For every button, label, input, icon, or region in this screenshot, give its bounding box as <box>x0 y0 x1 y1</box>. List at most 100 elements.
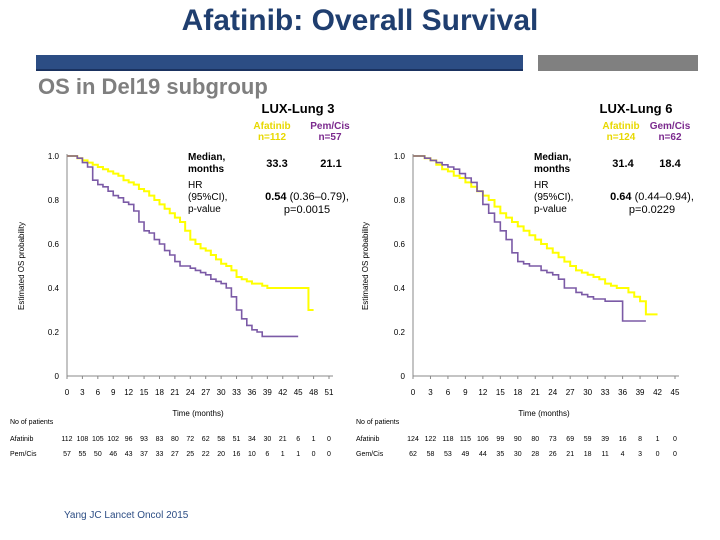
chart2-legend-n-1: n=124 <box>607 132 636 143</box>
chart2-x-tick-label: 36 <box>618 388 627 397</box>
chart1-x-tick-label: 36 <box>247 388 256 397</box>
chart1-x-tick-label: 45 <box>294 388 303 397</box>
chart1-legend-arm-2: Pem/Cis <box>310 121 350 132</box>
chart2-at-risk-value: 18 <box>584 451 592 458</box>
chart2-at-risk-label-1: Afatinib <box>356 436 379 443</box>
chart2-at-risk-value: 106 <box>477 436 489 443</box>
chart2-x-tick-label: 45 <box>671 388 680 397</box>
chart2-x-tick-label: 18 <box>513 388 522 397</box>
chart2-at-risk-value: 3 <box>638 451 642 458</box>
chart1-at-risk-value: 21 <box>279 436 287 443</box>
chart2-x-tick-label: 42 <box>653 388 662 397</box>
chart2-at-risk-value: 80 <box>531 436 539 443</box>
chart1-y-tick-label: 0 <box>55 372 60 381</box>
chart1-at-risk-value: 6 <box>265 451 269 458</box>
chart1-at-risk-value: 105 <box>92 436 104 443</box>
chart2-at-risk-value: 21 <box>566 451 574 458</box>
chart2-at-risk-value: 26 <box>549 451 557 458</box>
chart1-x-tick-label: 9 <box>111 388 116 397</box>
chart1-median-label-2: months <box>188 164 225 175</box>
chart2-at-risk-value: 99 <box>496 436 504 443</box>
chart2-y-tick-label: 0.8 <box>394 196 406 205</box>
chart2-series-comparator-line <box>413 155 646 322</box>
chart1-at-risk-value: 27 <box>171 451 179 458</box>
chart2-hr-ci: (0.44–0.94), <box>632 191 694 203</box>
chart2-at-risk-value: 49 <box>462 451 470 458</box>
chart1-y-tick-label: 0.2 <box>48 328 60 337</box>
chart1-at-risk-value: 72 <box>186 436 194 443</box>
chart2-y-tick-label: 0.4 <box>394 284 406 293</box>
chart1-x-tick-label: 30 <box>217 388 226 397</box>
chart1-at-risk-value: 10 <box>248 451 256 458</box>
chart1-hr-value: 0.54 (0.36–0.79), <box>265 191 349 203</box>
chart1-at-risk-value: 0 <box>312 451 316 458</box>
chart2-x-axis-label: Time (months) <box>518 409 570 418</box>
chart2-legend-arm-2: Gem/Cis <box>650 121 691 132</box>
chart2-x-tick-label: 12 <box>478 388 487 397</box>
chart2-at-risk-value: 30 <box>514 451 522 458</box>
chart1-series-comparator-line <box>67 155 299 338</box>
chart1-at-risk-value: 37 <box>140 451 148 458</box>
chart1-at-risk-value: 102 <box>107 436 119 443</box>
slide-subtitle: OS in Del19 subgroup <box>38 74 268 99</box>
chart2-y-tick-label: 0.6 <box>394 240 406 249</box>
chart2-hr-label-1: HR <box>534 180 548 191</box>
chart1-hr-label-1: HR <box>188 180 202 191</box>
chart1-at-risk-value: 93 <box>140 436 148 443</box>
chart1-x-tick-label: 27 <box>201 388 210 397</box>
chart1-at-risk-value: 1 <box>281 451 285 458</box>
citation: Yang JC Lancet Oncol 2015 <box>64 510 189 521</box>
chart1-p-value: p=0.0015 <box>284 204 330 216</box>
chart2-at-risk-value: 115 <box>460 436 471 443</box>
chart1-hr-label-3: p-value <box>188 204 221 215</box>
chart1-median-afatinib: 33.3 <box>266 158 287 170</box>
chart1-at-risk-value: 0 <box>327 436 331 443</box>
chart1-at-risk-label-2: Pem/Cis <box>10 451 37 458</box>
chart1-series-afatinib-line <box>67 155 314 311</box>
chart1-median-comparator: 21.1 <box>320 158 341 170</box>
chart2-x-tick-label: 9 <box>463 388 468 397</box>
chart2-at-risk-value: 62 <box>409 451 417 458</box>
chart1-hr-ci: (0.36–0.79), <box>287 191 349 203</box>
chart2-y-axis-label: Estimated OS probability <box>361 222 370 310</box>
chart2-x-tick-label: 15 <box>496 388 505 397</box>
chart1-at-risk-value: 62 <box>202 436 210 443</box>
chart2-p-value: p=0.0229 <box>629 204 675 216</box>
chart2-hr-value: 0.64 (0.44–0.94), <box>610 191 694 203</box>
chart1-at-risk-header: No of patients <box>10 419 54 426</box>
chart2-y-tick-label: 0.2 <box>394 328 406 337</box>
chart1-at-risk-value: 22 <box>202 451 210 458</box>
chart1-x-tick-label: 48 <box>309 388 318 397</box>
chart2-x-tick-label: 24 <box>548 388 557 397</box>
chart1-at-risk-value: 108 <box>77 436 89 443</box>
slide-title: Afatinib: Overall Survival <box>181 4 539 37</box>
chart1-at-risk-value: 51 <box>233 436 241 443</box>
chart2-x-tick-label: 39 <box>636 388 645 397</box>
chart2-legend-arm-1: Afatinib <box>602 121 639 132</box>
chart1-hr-estimate: 0.54 <box>265 191 287 203</box>
chart1-at-risk-value: 0 <box>327 451 331 458</box>
chart2-at-risk-value: 0 <box>656 451 660 458</box>
chart2-median-label: Median, <box>534 152 571 163</box>
chart2-x-tick-label: 21 <box>531 388 540 397</box>
chart2-x-tick-label: 3 <box>428 388 433 397</box>
chart2-at-risk-label-2: Gem/Cis <box>356 451 384 458</box>
chart2-at-risk-value: 35 <box>496 451 504 458</box>
chart2-median-label-2: months <box>534 164 571 175</box>
chart1-x-tick-label: 42 <box>278 388 287 397</box>
chart1-at-risk-value: 20 <box>217 451 225 458</box>
chart1-at-risk-value: 83 <box>156 436 164 443</box>
chart1-y-tick-label: 1.0 <box>48 152 60 161</box>
chart2-at-risk-value: 53 <box>444 451 452 458</box>
chart2-at-risk-value: 16 <box>619 436 627 443</box>
chart1-x-tick-label: 18 <box>155 388 164 397</box>
chart2-x-tick-label: 27 <box>566 388 575 397</box>
chart2-title: LUX-Lung 6 <box>600 101 673 116</box>
title-grey-bar <box>538 55 698 71</box>
chart2-at-risk-value: 39 <box>601 436 609 443</box>
chart1-y-tick-label: 0.8 <box>48 196 60 205</box>
chart1-median-label: Median, <box>188 152 225 163</box>
chart1-at-risk-value: 80 <box>171 436 179 443</box>
chart1-at-risk-value: 50 <box>94 451 102 458</box>
